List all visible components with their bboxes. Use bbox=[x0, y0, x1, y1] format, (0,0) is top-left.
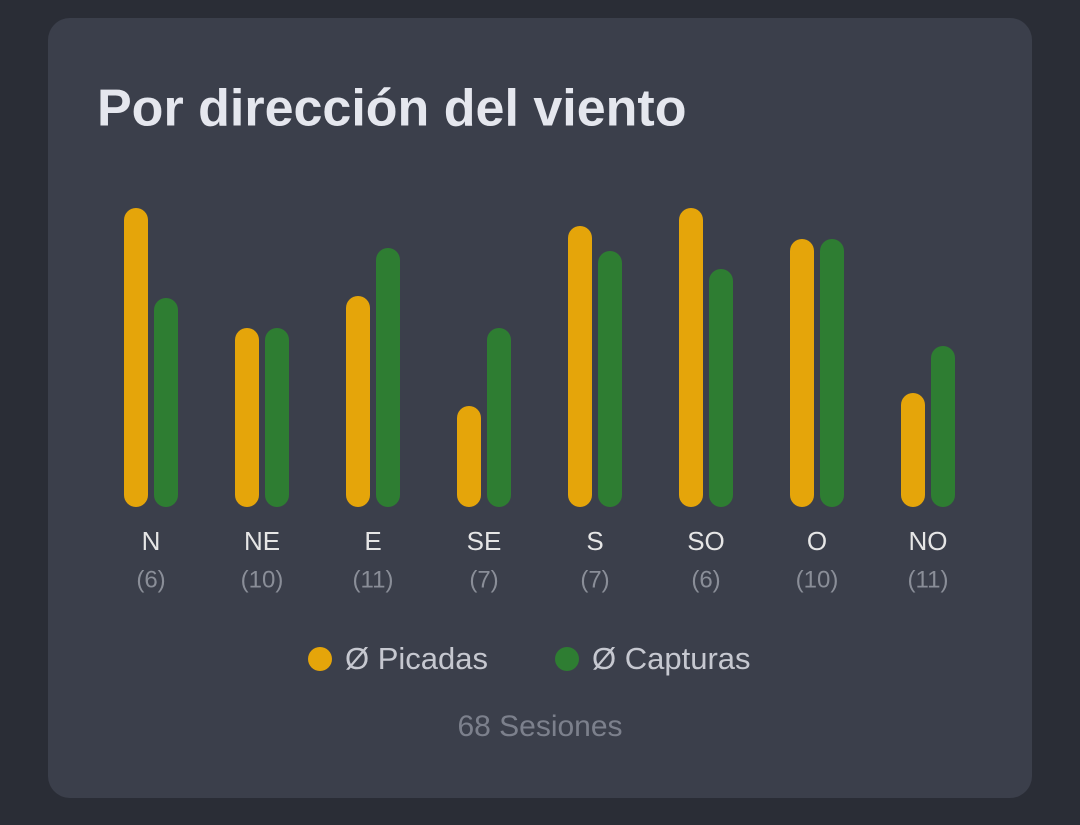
legend-marker bbox=[555, 647, 579, 671]
session-count: (11) bbox=[908, 566, 949, 593]
bar bbox=[709, 269, 733, 507]
x-tick-label: S bbox=[586, 526, 603, 556]
legend-marker bbox=[308, 647, 332, 671]
bar bbox=[124, 208, 148, 507]
bar bbox=[598, 251, 622, 507]
bar bbox=[376, 248, 400, 507]
session-count: (6) bbox=[691, 566, 720, 593]
bar bbox=[265, 328, 289, 507]
bar bbox=[235, 328, 259, 507]
bar bbox=[679, 208, 703, 507]
bar bbox=[457, 406, 481, 507]
card bbox=[48, 18, 1032, 798]
session-count: (6) bbox=[136, 566, 165, 593]
session-count: (7) bbox=[469, 566, 498, 593]
session-count: (10) bbox=[796, 566, 839, 593]
x-tick-label: NE bbox=[244, 526, 280, 556]
legend-label: Ø Picadas bbox=[345, 641, 488, 676]
session-count: (11) bbox=[353, 566, 394, 593]
legend-label: Ø Capturas bbox=[592, 641, 751, 676]
x-tick-label: E bbox=[364, 526, 381, 556]
chart-title: Por dirección del viento bbox=[97, 80, 686, 138]
footer: 68 Sesiones bbox=[457, 710, 622, 743]
x-tick-label: O bbox=[807, 526, 827, 556]
bar bbox=[901, 393, 925, 507]
session-count: (10) bbox=[241, 566, 284, 593]
x-tick-label: N bbox=[142, 526, 161, 556]
bar bbox=[154, 298, 178, 507]
bar bbox=[820, 239, 844, 507]
x-tick-label: SE bbox=[467, 526, 502, 556]
bar bbox=[931, 346, 955, 507]
session-count: (7) bbox=[580, 566, 609, 593]
bar bbox=[568, 226, 592, 507]
x-tick-label: NO bbox=[909, 526, 948, 556]
bar bbox=[346, 296, 370, 507]
x-tick-label: SO bbox=[687, 526, 725, 556]
bar bbox=[790, 239, 814, 507]
bar bbox=[487, 328, 511, 507]
